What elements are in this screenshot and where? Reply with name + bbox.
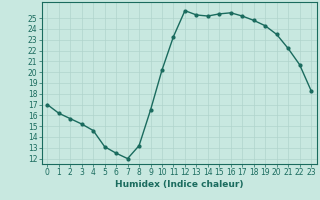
X-axis label: Humidex (Indice chaleur): Humidex (Indice chaleur) bbox=[115, 180, 244, 189]
